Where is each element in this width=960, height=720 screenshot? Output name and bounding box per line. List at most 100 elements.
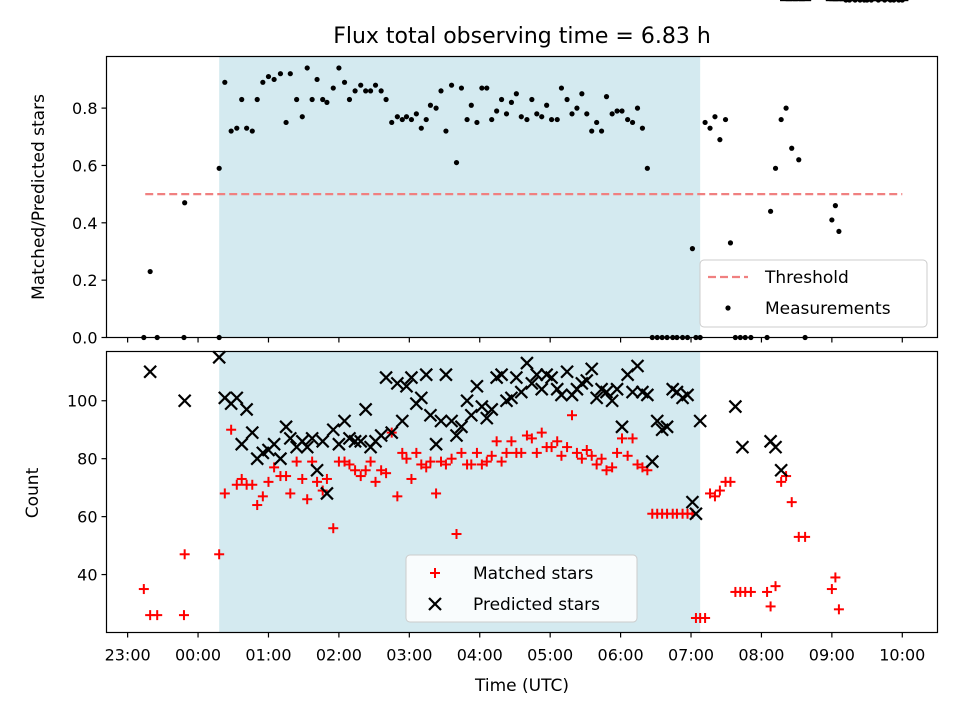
predicted-star-point (584, 362, 599, 376)
matched-star-point (700, 613, 711, 624)
measurement-point (518, 114, 524, 120)
measurement-point (394, 114, 400, 120)
x-tick-label: 01:00 (245, 646, 291, 665)
matched-star-point (285, 488, 296, 499)
predicted-star-point (320, 486, 334, 501)
predicted-star-point (615, 420, 629, 434)
matched-star-point (321, 473, 332, 484)
measurement-point (433, 105, 439, 111)
bottom-legend: Matched stars Predicted stars (405, 554, 638, 623)
matched-star-point (406, 473, 417, 484)
matched-star-point (516, 447, 527, 458)
matched-star-point (179, 549, 190, 560)
predicted-star-point (444, 414, 459, 428)
predicted-star-point (514, 385, 529, 399)
predicted-star-point (580, 373, 594, 388)
measurement-point (778, 116, 784, 123)
predicted-star-point (267, 437, 281, 451)
measurement-point (341, 79, 348, 85)
measurement-point (147, 268, 153, 275)
predicted-star-point (337, 414, 352, 428)
top-legend: Threshold Measurements (699, 259, 928, 328)
predicted-star-point (525, 376, 539, 391)
predicted-star-point (534, 382, 549, 396)
measurement-point (702, 119, 708, 126)
predicted-star-point (504, 391, 519, 405)
legend-predicted-label: Predicted stars (473, 595, 600, 615)
measurement-point (408, 116, 415, 123)
measurement-point (783, 105, 789, 111)
matched-star-point (247, 479, 258, 490)
matched-star-point (381, 468, 392, 479)
predicted-star-point (273, 451, 288, 466)
measurement-point (239, 96, 245, 103)
matched-star-point (486, 450, 497, 461)
measurement-point (468, 102, 474, 108)
predicted-star-point (509, 370, 524, 385)
top-y-axis-label: Matched/Predicted stars (29, 94, 49, 300)
predicted-star-point (650, 414, 664, 428)
predicted-star-point (449, 428, 464, 443)
matched-star-point (397, 447, 408, 458)
predicted-star-point (374, 428, 388, 443)
predicted-star-point (460, 393, 474, 408)
matched-star-point (421, 462, 432, 473)
measurement-point (644, 165, 650, 171)
matched-star-point (556, 450, 567, 461)
measurement-point (594, 119, 600, 126)
predicted-star-point (429, 437, 443, 451)
matched-star-point (526, 433, 537, 444)
matched-star-point (178, 610, 189, 621)
measurement-point (494, 108, 500, 114)
matched-star-point (607, 462, 618, 473)
predicted-star-point (689, 506, 703, 521)
matched-star-point (586, 450, 597, 461)
matched-star-point (596, 453, 607, 464)
predicted-star-point (484, 402, 499, 417)
predicted-star-point (177, 393, 192, 408)
matched-star-point (350, 465, 361, 476)
measurement-point (554, 116, 560, 123)
bottom-y-tick-label: 100 (67, 392, 98, 411)
matched-star-point (830, 572, 841, 583)
matched-star-point (776, 476, 787, 487)
measurement-point (707, 125, 713, 131)
matched-star-point (431, 488, 442, 499)
matched-star-point (456, 447, 467, 458)
measurement-point (399, 116, 405, 123)
measurement-point (458, 85, 465, 91)
measurement-point (309, 96, 315, 103)
measurement-point (403, 114, 410, 120)
measurement-point (508, 99, 515, 105)
measurement-point (358, 82, 364, 88)
legend-threshold-label: Threshold (764, 268, 849, 288)
predicted-star-point (530, 367, 544, 382)
legend-predicted-marker (428, 597, 442, 611)
legend-matched-swatch (430, 568, 440, 578)
legend-matched-marker (430, 568, 440, 578)
bottom-panel: 40 60 80 100 23:00 00:00 01:00 02:00 03:00 04:00… (23, 0, 939, 696)
matched-star-point (786, 497, 797, 508)
matched-star-point (257, 491, 268, 502)
matched-star-point (496, 456, 507, 467)
measurement-point (564, 96, 570, 103)
predicted-star-point (332, 437, 346, 451)
predicted-star-point (404, 370, 419, 385)
measurement-point (314, 76, 320, 83)
legend-matched-label: Matched stars (473, 564, 593, 584)
top-y-tick-label: 0.4 (72, 214, 97, 233)
measurement-point (363, 88, 369, 94)
matched-star-point (297, 473, 308, 484)
matched-star-point (826, 584, 837, 595)
matched-star-point (536, 427, 547, 438)
measurement-point (629, 119, 636, 126)
predicted-star-point (550, 382, 564, 396)
predicted-star-point (434, 414, 448, 428)
predicted-star-point (379, 370, 393, 385)
predicted-star-point (494, 367, 509, 382)
measurement-point (320, 96, 326, 103)
measurement-point (579, 91, 585, 97)
measurement-point (448, 82, 455, 88)
predicted-star-point (384, 425, 399, 440)
measurement-point (829, 217, 835, 223)
